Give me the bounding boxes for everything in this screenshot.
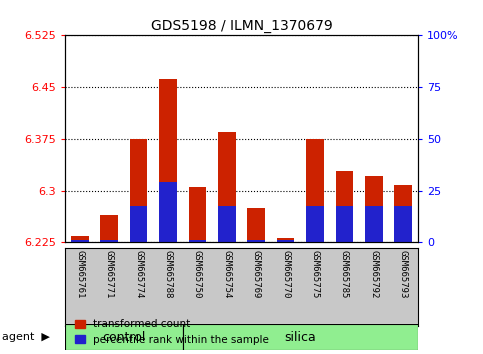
Bar — [159, 182, 177, 242]
Bar — [336, 171, 353, 242]
Text: silica: silica — [284, 331, 316, 344]
Text: GSM665774: GSM665774 — [134, 250, 143, 298]
Title: GDS5198 / ILMN_1370679: GDS5198 / ILMN_1370679 — [151, 19, 332, 33]
Bar — [365, 176, 383, 242]
Bar — [65, 324, 183, 350]
Bar — [394, 206, 412, 242]
Bar — [365, 206, 383, 242]
Text: GSM665771: GSM665771 — [105, 250, 114, 298]
Text: GSM665754: GSM665754 — [222, 250, 231, 298]
Text: GSM665793: GSM665793 — [398, 250, 408, 298]
Text: GSM665775: GSM665775 — [311, 250, 319, 298]
Bar — [394, 185, 412, 242]
Text: GSM665769: GSM665769 — [252, 250, 261, 298]
Text: GSM665750: GSM665750 — [193, 250, 202, 298]
Bar — [218, 206, 236, 242]
Bar — [277, 240, 295, 242]
Bar — [277, 238, 295, 242]
Bar — [306, 139, 324, 242]
Text: control: control — [102, 331, 146, 344]
Bar — [336, 206, 353, 242]
Text: GSM665788: GSM665788 — [164, 250, 172, 298]
Bar — [130, 206, 147, 242]
Text: GSM665761: GSM665761 — [75, 250, 85, 298]
Bar — [183, 324, 418, 350]
Bar — [100, 240, 118, 242]
Bar — [247, 208, 265, 242]
Text: agent  ▶: agent ▶ — [2, 332, 50, 342]
Bar — [189, 240, 206, 242]
Text: GSM665770: GSM665770 — [281, 250, 290, 298]
Bar — [100, 215, 118, 242]
Legend: transformed count, percentile rank within the sample: transformed count, percentile rank withi… — [71, 315, 273, 349]
Bar — [189, 187, 206, 242]
Text: GSM665792: GSM665792 — [369, 250, 378, 298]
Bar — [130, 139, 147, 242]
Bar — [71, 235, 89, 242]
Bar — [159, 79, 177, 242]
Bar — [247, 240, 265, 242]
Text: GSM665785: GSM665785 — [340, 250, 349, 298]
Bar — [306, 206, 324, 242]
Bar — [218, 132, 236, 242]
Bar — [71, 240, 89, 242]
